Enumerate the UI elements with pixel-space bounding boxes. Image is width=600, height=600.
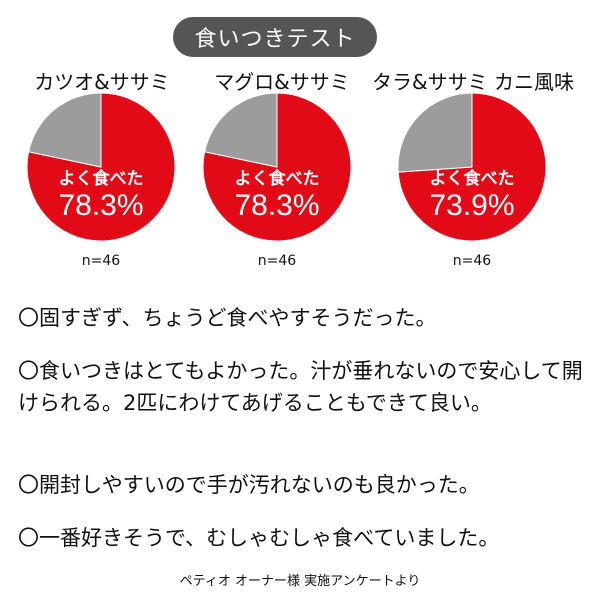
slice-label: よく食べた (430, 168, 515, 189)
slice-label: よく食べた (59, 168, 144, 189)
chart-title: カツオ&ササミ (34, 70, 170, 94)
sample-size-label: n=46 (81, 253, 121, 269)
comment-4: 〇一番好きそうで、むしゃむしゃ食べていました。 (18, 526, 500, 550)
footer-note: ペティオ オーナー様 実施アンケートより (179, 574, 421, 589)
pie-slice-other (203, 92, 278, 168)
chart-title: タラ&ササミ カニ風味 (372, 70, 574, 94)
value-label: 78.3% (58, 189, 143, 222)
value-label: 78.3% (234, 189, 319, 222)
sample-size-label: n=46 (452, 253, 492, 269)
value-label: 73.9% (429, 189, 514, 222)
comment-1: 〇固すぎず、ちょうど食べやすそうだった。 (18, 306, 437, 330)
pie-slice-other (27, 92, 102, 168)
pie-chart-maguro: マグロ&ササミ よく食べた 78.3% n=46 (182, 66, 382, 276)
slice-label: よく食べた (235, 168, 320, 189)
pie-slice-other (397, 92, 473, 173)
pie-slice-ate-well (26, 92, 176, 242)
pie-slice-ate-well (202, 92, 352, 242)
pie-chart-tara: タラ&ササミ カニ風味 よく食べた 73.9% n=46 (372, 66, 574, 276)
chart-title: マグロ&ササミ (214, 70, 350, 94)
sample-size-label: n=46 (257, 253, 297, 269)
comment-2: 〇食いつきはとてもよかった。汁が垂れないので安心して開けられる。2匹にわけてあげ… (18, 359, 583, 415)
pie-chart-katsuo: カツオ&ササミ よく食べた 78.3% n=46 (2, 66, 202, 276)
page-title: 食いつきテスト (173, 17, 377, 57)
comment-3: 〇開封しやすいので手が汚れないのも良かった。 (18, 473, 480, 497)
